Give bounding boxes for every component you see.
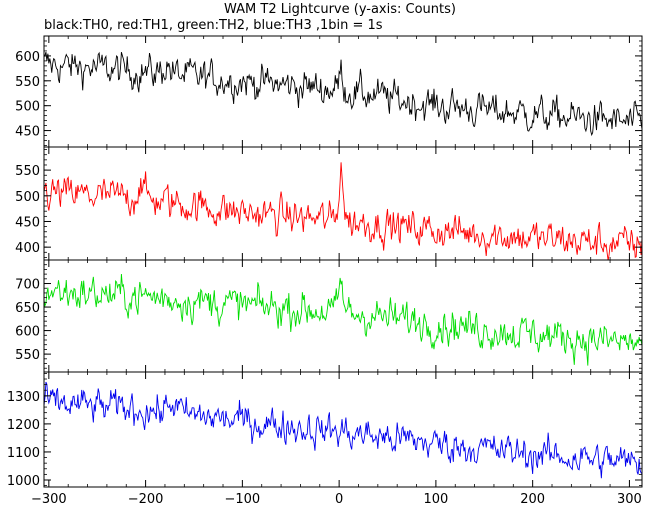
y-tick-label: 650 (15, 301, 40, 316)
y-tick-label: 1200 (7, 418, 40, 433)
y-tick-label: 400 (15, 241, 40, 256)
y-tick-label: 1100 (7, 446, 40, 461)
y-tick-label: 600 (15, 325, 40, 340)
y-tick-label: 550 (15, 75, 40, 90)
y-tick-label: 450 (15, 215, 40, 230)
x-tick-label: 200 (520, 492, 545, 505)
x-tick-label: 0 (335, 492, 343, 505)
series-th2-line (44, 274, 642, 366)
x-tick-label: −100 (225, 492, 261, 505)
chart-subtitle: black:TH0, red:TH1, green:TH2, blue:TH3 … (44, 18, 383, 33)
y-tick-label: 450 (15, 125, 40, 140)
panels-group: 4505005506004004505005505506006507001000… (7, 35, 643, 505)
x-tick-label: −300 (31, 492, 67, 505)
y-tick-label: 700 (15, 278, 40, 293)
series-th3-line (44, 381, 642, 479)
y-tick-label: 500 (15, 100, 40, 115)
series-th1-line (44, 162, 642, 260)
x-tick-label: 300 (617, 492, 642, 505)
x-tick-label: 100 (423, 492, 448, 505)
y-tick-label: 600 (15, 50, 40, 65)
chart-title: WAM T2 Lightcurve (y-axis: Counts) (224, 2, 456, 17)
y-tick-label: 1000 (7, 474, 40, 489)
y-tick-label: 1300 (7, 390, 40, 405)
y-tick-label: 550 (15, 164, 40, 179)
y-tick-label: 500 (15, 190, 40, 205)
panel-frame-th2 (43, 259, 643, 373)
y-tick-label: 550 (15, 348, 40, 363)
x-tick-label: −200 (128, 492, 164, 505)
series-th0-line (44, 51, 642, 137)
